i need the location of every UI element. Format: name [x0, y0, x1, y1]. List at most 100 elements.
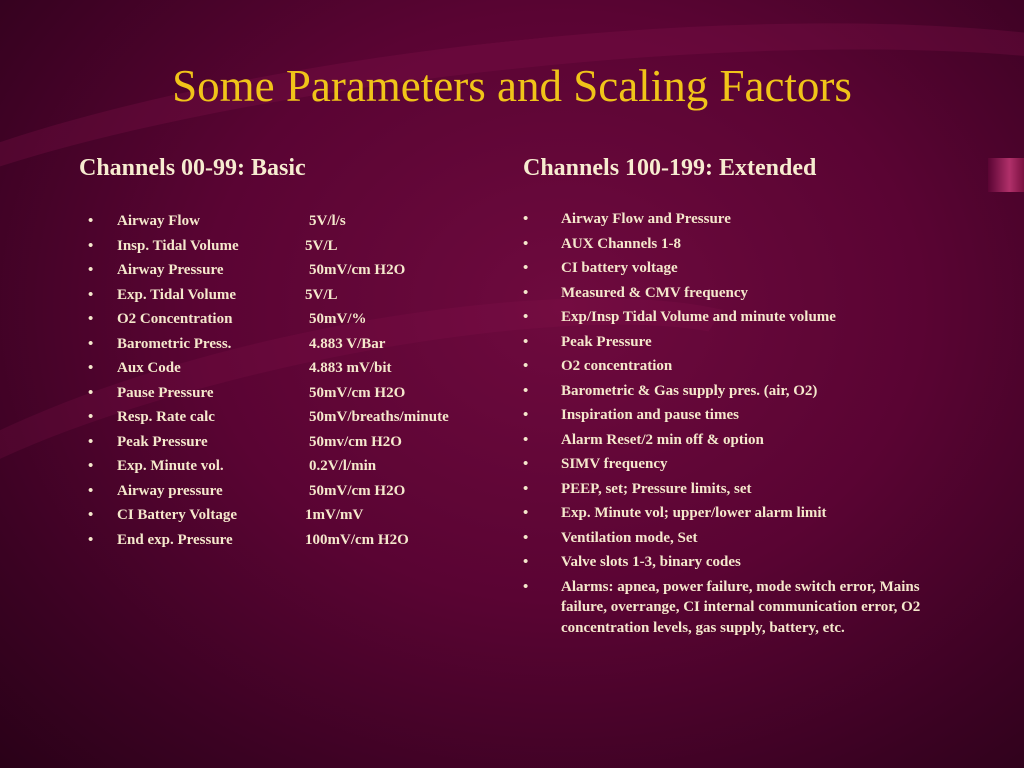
bullet: • [88, 409, 94, 425]
bullet: • [88, 237, 94, 254]
bullet: • [523, 333, 529, 350]
list-item: • PEEP, set; Pressure limits, set [523, 479, 943, 500]
bullet: • [88, 458, 94, 474]
bullet: • [523, 554, 529, 570]
list-item: • Peak Pressure 50mv/cm H2O [88, 430, 488, 455]
list-item: • CI Battery Voltage 1mV/mV [88, 503, 488, 528]
list-item: • Insp. Tidal Volume 5V/L [88, 234, 488, 259]
list-item: • Aux Code 4.883 mV/bit [88, 356, 488, 381]
parameter-label: Airway Flow [117, 213, 200, 229]
list-item: • AUX Channels 1-8 [523, 234, 943, 255]
bullet: • [523, 260, 529, 276]
parameter-label: Exp. Minute vol. [117, 458, 224, 474]
parameter-label: CI Battery Voltage [117, 507, 237, 523]
bullet: • [88, 335, 94, 352]
channel-description: Valve slots 1-3, binary codes [561, 554, 741, 570]
list-item: • Airway Flow and Pressure [523, 209, 943, 230]
scaling-factor: 50mV/cm H2O [309, 384, 406, 401]
list-item: • Resp. Rate calc 50mV/breaths/minute [88, 405, 488, 430]
bullet: • [88, 507, 94, 523]
scaling-factor: 50mV/breaths/minute [309, 409, 449, 425]
bullet: • [88, 482, 94, 499]
parameter-label: Resp. Rate calc [117, 409, 215, 425]
extended-channels-list: • Airway Flow and Pressure • AUX Channels 1… [523, 209, 943, 642]
bullet: • [523, 529, 529, 546]
list-item: • Barometric & Gas supply pres. (air, O2) [523, 381, 943, 402]
scaling-factor: 5V/L [305, 286, 338, 303]
scaling-factor: 50mv/cm H2O [309, 433, 402, 450]
channel-description: O2 concentration [561, 358, 673, 374]
parameter-label: Pause Pressure [117, 384, 214, 401]
channel-description: Exp. Minute vol; upper/lower alarm limit [561, 505, 827, 521]
bullet: • [88, 311, 94, 327]
channel-description: Ventilation mode, Set [561, 529, 698, 546]
channel-description: Alarm Reset/2 min off & option [561, 431, 764, 448]
parameter-label: Peak Pressure [117, 433, 208, 450]
bullet: • [523, 407, 529, 423]
parameter-label: Insp. Tidal Volume [117, 237, 239, 254]
channel-description: Airway Flow and Pressure [561, 211, 731, 227]
bullet: • [523, 456, 529, 472]
scaling-factor: 50mV/cm H2O [309, 262, 406, 278]
bullet: • [88, 286, 94, 303]
scaling-factor: 1mV/mV [305, 507, 364, 523]
scaling-factor: 5V/l/s [309, 213, 346, 229]
right-column-heading: Channels 100-199: Extended [523, 155, 817, 181]
bullet: • [523, 284, 529, 301]
scaling-factor: 4.883 V/Bar [309, 335, 386, 352]
list-item: • Exp. Tidal Volume 5V/L [88, 283, 488, 308]
channel-description: Exp/Insp Tidal Volume and minute volume [561, 309, 836, 325]
channel-description: Alarms: apnea, power failure, mode switc… [561, 578, 921, 636]
list-item: • Airway Pressure 50mV/cm H2O [88, 258, 488, 283]
parameter-label: Barometric Press. [117, 335, 232, 352]
list-item: • Barometric Press. 4.883 V/Bar [88, 332, 488, 357]
parameter-label: Aux Code [117, 360, 181, 376]
list-item: • Valve slots 1-3, binary codes [523, 552, 943, 573]
bullet: • [523, 211, 529, 227]
channel-description: SIMV frequency [561, 456, 668, 472]
bullet: • [523, 480, 529, 497]
channel-description: AUX Channels 1-8 [561, 235, 682, 252]
bullet: • [88, 531, 94, 548]
bullet: • [88, 384, 94, 401]
parameter-label: Airway Pressure [117, 262, 224, 278]
list-item: • Peak Pressure [523, 332, 943, 353]
list-item: • Airway Flow 5V/l/s [88, 209, 488, 234]
bullet: • [88, 360, 94, 376]
list-item: • Inspiration and pause times [523, 405, 943, 426]
list-item: • End exp. Pressure 100mV/cm H2O [88, 528, 488, 553]
list-item: • Exp. Minute vol. 0.2V/l/min [88, 454, 488, 479]
scaling-factor: 4.883 mV/bit [309, 360, 392, 376]
bullet: • [523, 578, 529, 595]
channel-description: PEEP, set; Pressure limits, set [561, 480, 752, 497]
bullet: • [88, 262, 94, 278]
list-item: • Exp/Insp Tidal Volume and minute volume [523, 307, 943, 328]
parameter-label: End exp. Pressure [117, 531, 233, 548]
left-column-heading: Channels 00-99: Basic [79, 155, 306, 181]
parameter-label: O2 Concentration [117, 311, 233, 327]
decorative-tab [988, 158, 1024, 192]
scaling-factor: 50mV/cm H2O [309, 482, 406, 499]
scaling-factor: 0.2V/l/min [309, 458, 377, 474]
bullet: • [523, 235, 529, 252]
scaling-factor: 50mV/% [309, 311, 367, 327]
channel-description: Inspiration and pause times [561, 407, 739, 423]
list-item: • O2 Concentration 50mV/% [88, 307, 488, 332]
list-item: • Alarms: apnea, power failure, mode swit… [523, 577, 943, 639]
list-item: • SIMV frequency [523, 454, 943, 475]
list-item: • Ventilation mode, Set [523, 528, 943, 549]
bullet: • [88, 433, 94, 450]
basic-channels-list: • Airway Flow 5V/l/s • Insp. Tidal Volume 5V/… [88, 209, 488, 552]
list-item: • Pause Pressure 50mV/cm H2O [88, 381, 488, 406]
slide-title: Some Parameters and Scaling Factors [172, 61, 852, 111]
parameter-label: Airway pressure [117, 482, 223, 499]
bullet: • [523, 431, 529, 448]
bullet: • [523, 505, 529, 521]
list-item: • CI battery voltage [523, 258, 943, 279]
parameter-label: Exp. Tidal Volume [117, 286, 237, 303]
scaling-factor: 5V/L [305, 237, 338, 254]
list-item: • Exp. Minute vol; upper/lower alarm limi… [523, 503, 943, 524]
channel-description: Measured & CMV frequency [561, 284, 749, 301]
channel-description: CI battery voltage [561, 260, 678, 276]
list-item: • O2 concentration [523, 356, 943, 377]
